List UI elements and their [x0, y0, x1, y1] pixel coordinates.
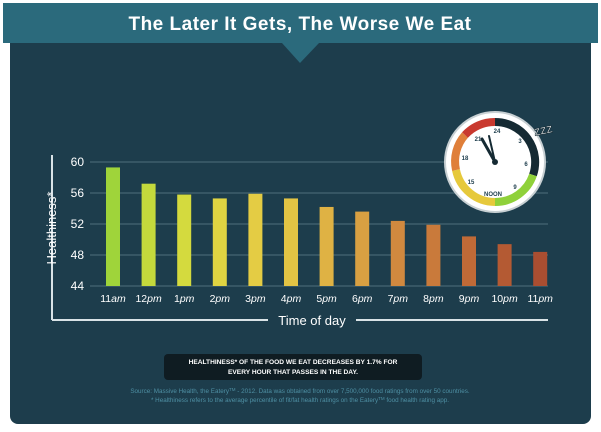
source-line-1: Source: Massive Health, the EateryTM - 2…	[130, 387, 470, 395]
bar	[355, 211, 370, 286]
y-tick-label: 48	[71, 248, 85, 262]
title-banner: The Later It Gets, The Worse We Eat	[3, 3, 598, 63]
bar	[212, 198, 227, 286]
bar	[177, 194, 192, 286]
chart-panel	[10, 20, 591, 424]
x-tick-label: 9pm	[459, 293, 480, 305]
clock-minute-hand	[488, 135, 496, 163]
clock-number-6: 6	[524, 162, 528, 168]
x-tick-label: 11am	[100, 293, 126, 305]
bar	[533, 251, 548, 286]
bar	[141, 183, 156, 286]
sleep-zzz-icon: ZZZ	[533, 124, 553, 139]
x-tick-label: 11pm	[527, 293, 553, 305]
page-title: The Later It Gets, The Worse We Eat	[128, 14, 471, 35]
bar	[390, 220, 405, 286]
clock-number-15: 15	[468, 180, 475, 186]
clock-icon: 24 3 6 9 15 18 21 NOON ZZZ	[444, 111, 554, 213]
clock-number-24: 24	[494, 129, 501, 135]
bar	[462, 236, 476, 286]
clock-noon-label: NOON	[484, 192, 502, 198]
summary-note: HEALTHINESS* OF THE FOOD WE EAT DECREASE…	[164, 354, 422, 380]
bar	[284, 198, 298, 286]
clock-yellow-arc	[452, 169, 496, 206]
x-axis-label: Time of day	[278, 313, 346, 328]
x-tick-label: 12pm	[135, 293, 162, 305]
clock-number-3: 3	[518, 139, 522, 145]
y-axis-label: Healthiness*	[44, 192, 59, 265]
bar	[497, 244, 512, 286]
clock-dark-arc	[494, 117, 540, 177]
note-line-2: EVERY HOUR THAT PASSES IN THE DAY.	[228, 369, 358, 376]
y-tick-label: 56	[71, 186, 85, 200]
note-line-1: HEALTHINESS* OF THE FOOD WE EAT DECREASE…	[189, 359, 398, 366]
clock-hour-hand	[480, 137, 497, 164]
x-tick-label: 7pm	[388, 293, 409, 305]
y-tick-label: 52	[71, 217, 85, 231]
x-tick-label: 10pm	[491, 293, 518, 305]
x-tick-label: 6pm	[352, 293, 373, 305]
clock-orange-arc	[451, 132, 469, 171]
y-tick-label: 60	[71, 155, 85, 169]
x-tick-label: 5pm	[316, 293, 337, 305]
x-tick-label: 4pm	[281, 293, 302, 305]
source-text: Source: Massive Health, the EateryTM - 2…	[130, 387, 470, 404]
clock-red-arc	[462, 117, 496, 138]
x-tick-label: 3pm	[245, 293, 266, 305]
x-tick-label: 2pm	[210, 293, 231, 305]
x-tick-label: 1pm	[174, 293, 195, 305]
bar	[319, 206, 334, 286]
bar	[248, 193, 263, 286]
bar	[426, 224, 441, 286]
y-tick-label: 44	[71, 279, 85, 293]
x-tick-label: 8pm	[423, 293, 444, 305]
bar	[106, 167, 120, 286]
clock-number-21: 21	[475, 137, 482, 143]
clock-number-18: 18	[462, 156, 469, 162]
clock-number-9: 9	[513, 185, 517, 191]
clock-green-arc	[494, 173, 537, 207]
source-line-2: * Healthiness refers to the average perc…	[151, 396, 449, 404]
